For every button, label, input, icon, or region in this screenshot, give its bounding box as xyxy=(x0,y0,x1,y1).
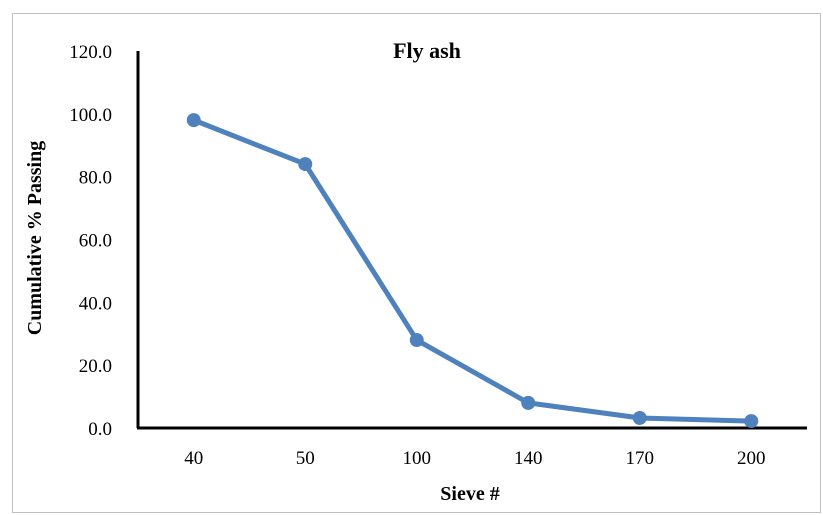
data-point xyxy=(186,113,201,128)
data-point xyxy=(632,410,647,425)
y-tick-labels: 0.0 20.0 40.0 60.0 80.0 100.0 120.0 xyxy=(69,42,112,440)
x-tick-label: 50 xyxy=(296,448,315,469)
chart-frame xyxy=(12,13,821,513)
data-point xyxy=(298,157,313,172)
y-tick-label: 100.0 xyxy=(69,105,112,126)
x-tick-label: 170 xyxy=(626,448,655,469)
x-tick-label: 40 xyxy=(184,448,203,469)
x-tick-label: 100 xyxy=(403,448,432,469)
chart-title: Fly ash xyxy=(393,38,461,63)
y-axis-title: Cumulative % Passing xyxy=(24,141,46,335)
y-tick-label: 40.0 xyxy=(79,293,112,314)
data-point xyxy=(521,395,536,410)
y-tick-label: 0.0 xyxy=(88,419,112,440)
data-point xyxy=(744,414,759,429)
x-tick-label: 140 xyxy=(514,448,543,469)
y-tick-label: 20.0 xyxy=(79,356,112,377)
series-group xyxy=(186,113,759,429)
x-axis-title: Sieve # xyxy=(440,483,499,505)
data-point xyxy=(409,333,424,348)
y-tick-label: 60.0 xyxy=(79,231,112,252)
x-tick-labels: 40 50 100 140 170 200 xyxy=(184,448,765,469)
y-tick-label: 80.0 xyxy=(79,168,112,189)
series-line xyxy=(191,117,754,424)
y-tick-label: 120.0 xyxy=(69,42,112,63)
x-tick-label: 200 xyxy=(737,448,766,469)
